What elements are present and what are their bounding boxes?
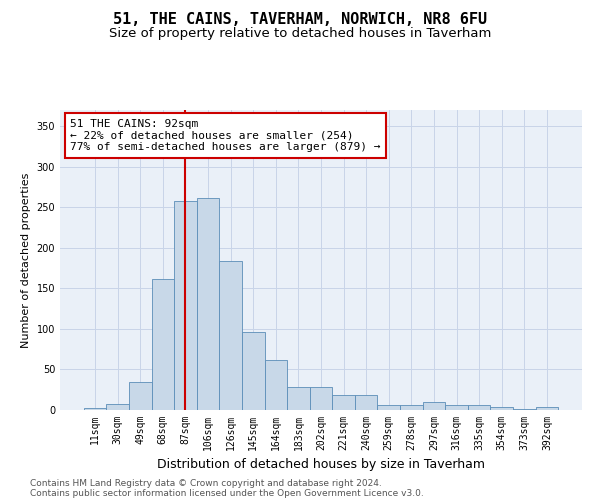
Bar (310, 388, 332, 410)
Bar (536, 407, 558, 410)
Text: 51 THE CAINS: 92sqm
← 22% of detached houses are smaller (254)
77% of semi-detac: 51 THE CAINS: 92sqm ← 22% of detached ho… (70, 119, 381, 152)
Bar (513, 409, 536, 410)
Bar (242, 332, 265, 410)
Text: Contains HM Land Registry data © Crown copyright and database right 2024.: Contains HM Land Registry data © Crown c… (30, 478, 382, 488)
Bar (152, 278, 174, 410)
Bar (174, 201, 197, 410)
Bar (468, 405, 490, 410)
Bar (445, 405, 468, 410)
Y-axis label: Number of detached properties: Number of detached properties (21, 172, 31, 348)
Bar (106, 404, 129, 410)
Bar (84, 408, 106, 410)
Bar (220, 261, 242, 410)
Bar (490, 407, 513, 410)
Bar (355, 394, 377, 410)
Bar (197, 198, 220, 410)
Text: 51, THE CAINS, TAVERHAM, NORWICH, NR8 6FU: 51, THE CAINS, TAVERHAM, NORWICH, NR8 6F… (113, 12, 487, 28)
Text: Contains public sector information licensed under the Open Government Licence v3: Contains public sector information licen… (30, 488, 424, 498)
Bar (377, 405, 400, 410)
Bar (332, 394, 355, 410)
Text: Size of property relative to detached houses in Taverham: Size of property relative to detached ho… (109, 28, 491, 40)
Bar (129, 382, 152, 410)
Bar (422, 402, 445, 410)
Bar (400, 405, 422, 410)
Bar (265, 360, 287, 410)
X-axis label: Distribution of detached houses by size in Taverham: Distribution of detached houses by size … (157, 458, 485, 471)
Bar (287, 388, 310, 410)
